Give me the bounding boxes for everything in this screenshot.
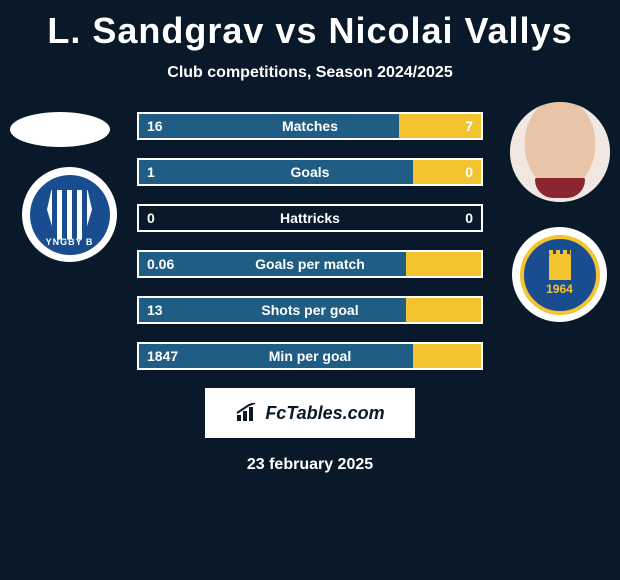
site-name: FcTables.com	[265, 403, 384, 424]
stat-label: Matches	[139, 118, 481, 134]
brondby-shield-icon: 1964	[520, 235, 600, 315]
stat-row: 13Shots per goal	[137, 296, 483, 324]
page-title: L. Sandgrav vs Nicolai Vallys	[0, 0, 620, 52]
stat-row: 10Goals	[137, 158, 483, 186]
stat-row: 00Hattricks	[137, 204, 483, 232]
comparison-panel: YNGBY B 1964 167Matches 10Goals 00Hattrick…	[0, 112, 620, 474]
lyngby-shield-icon: YNGBY B	[30, 175, 110, 255]
player-face-icon	[510, 102, 610, 202]
stat-label: Goals per match	[139, 256, 481, 272]
site-badge: FcTables.com	[205, 388, 415, 438]
right-team-badge: 1964	[512, 227, 607, 322]
subtitle: Club competitions, Season 2024/2025	[0, 64, 620, 82]
left-team-badge: YNGBY B	[22, 167, 117, 262]
right-player-avatar	[510, 102, 610, 202]
left-player-avatar	[10, 112, 110, 147]
stat-bars: 167Matches 10Goals 00Hattricks 0.06Goals pe…	[137, 112, 483, 370]
stat-row: 0.06Goals per match	[137, 250, 483, 278]
chart-icon	[235, 403, 261, 423]
stat-label: Hattricks	[139, 210, 481, 226]
stat-label: Shots per goal	[139, 302, 481, 318]
stat-label: Min per goal	[139, 348, 481, 364]
stat-row: 1847Min per goal	[137, 342, 483, 370]
stat-label: Goals	[139, 164, 481, 180]
footer-date: 23 february 2025	[0, 456, 620, 474]
stat-row: 167Matches	[137, 112, 483, 140]
